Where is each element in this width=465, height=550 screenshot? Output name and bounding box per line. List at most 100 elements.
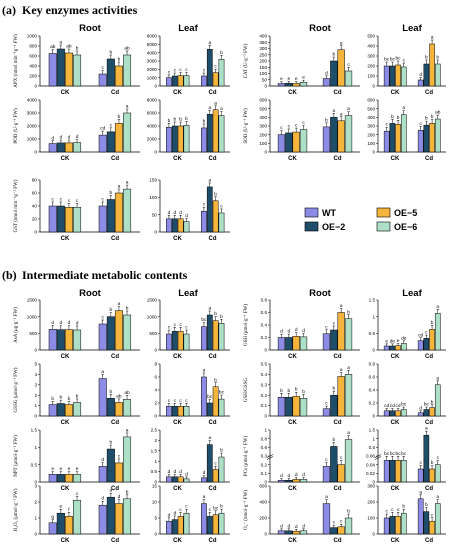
significance-label: b xyxy=(332,52,335,58)
significance-label: d xyxy=(173,469,176,475)
y-tick-label: 0 xyxy=(154,532,157,537)
bar-cd-oe-2 xyxy=(206,444,213,483)
legend-label-oe5: OE−5 xyxy=(394,208,417,218)
bar-ck-wt xyxy=(166,406,172,417)
y-tick-label: 0.2 xyxy=(369,401,376,406)
bar-cd-oe-6 xyxy=(123,112,132,153)
significance-label: b xyxy=(68,396,71,402)
y-tick-label: 1 xyxy=(372,436,375,441)
y-tick-label: 0.3 xyxy=(261,454,268,459)
bar-cd-oe-5 xyxy=(114,192,123,233)
significance-label: b xyxy=(203,118,206,124)
significance-label: d xyxy=(185,213,188,219)
significance-label: d xyxy=(51,320,54,326)
significance-label: c xyxy=(302,121,305,126)
significance-label: e xyxy=(51,467,54,472)
bar-cd-oe-5 xyxy=(337,376,345,417)
x-category-label: Cd xyxy=(425,90,433,96)
y-tick-label: 0.3 xyxy=(261,382,268,387)
bar-ck-oe-5 xyxy=(177,406,184,417)
y-tick-label: 1500 xyxy=(147,298,158,303)
y-tick-label: 0.8 xyxy=(261,436,268,441)
bar-cd-wt xyxy=(98,205,107,233)
bar-cd-oe-2 xyxy=(206,402,213,417)
bar-ck-wt xyxy=(48,474,57,483)
significance-label: d xyxy=(287,473,290,479)
bar-cd-oe-6 xyxy=(344,439,353,483)
bar-ck-oe-2 xyxy=(285,83,293,87)
bar-cd-wt xyxy=(417,412,424,417)
bar-ck-wt xyxy=(166,520,172,535)
x-category-label: Cd xyxy=(334,486,342,492)
significance-label: e xyxy=(60,467,63,472)
significance-label: c xyxy=(185,399,188,404)
bar-cd-oe-2 xyxy=(106,398,115,417)
significance-label: ab xyxy=(124,46,130,52)
x-category-label: Cd xyxy=(334,90,342,96)
significance-label: a xyxy=(208,106,211,111)
significance-label: c xyxy=(220,204,223,209)
bar-cd-oe-2 xyxy=(423,338,430,351)
significance-label: bc xyxy=(207,394,213,400)
x-category-label: CK xyxy=(391,354,400,360)
significance-label: b xyxy=(110,50,113,56)
bar-cd-oe-5 xyxy=(212,469,219,483)
significance-label: c xyxy=(431,513,434,518)
y-tick-label: 200 xyxy=(259,59,267,64)
significance-label: b xyxy=(126,306,129,312)
bar-ck-wt xyxy=(383,517,390,535)
bar-cd-wt xyxy=(98,134,107,153)
x-category-label: CK xyxy=(61,420,70,426)
bar-ck-oe-5 xyxy=(395,410,401,417)
bar-cd-oe-5 xyxy=(212,109,219,153)
section-a-label: (a) xyxy=(2,3,16,17)
bar-cd-oe-6 xyxy=(123,188,132,233)
bar-ck-wt xyxy=(48,404,57,417)
bar-ck-oe-2 xyxy=(171,519,178,535)
significance-label: d xyxy=(287,329,290,335)
significance-label: bc xyxy=(401,402,407,408)
bar-cd-oe-6 xyxy=(218,212,225,233)
significance-label: a xyxy=(203,495,206,500)
bar-cd-wt xyxy=(201,75,207,87)
significance-label: d xyxy=(173,510,176,516)
significance-label: d xyxy=(168,210,171,216)
bar-ck-oe-5 xyxy=(292,83,300,87)
bar-ck-oe-6 xyxy=(299,398,308,417)
bar-cd-oe-6 xyxy=(123,436,132,483)
bar-cd-wt xyxy=(417,340,424,351)
significance-label: c xyxy=(214,65,217,70)
y-tick-label: 0.4 xyxy=(261,323,268,328)
col-header-root-a1: Root xyxy=(79,23,101,34)
y-tick-label: 100 xyxy=(367,516,375,521)
y-tick-label: 0 xyxy=(34,532,37,537)
col-header-root-b2: Root xyxy=(309,288,331,299)
significance-label: b xyxy=(347,309,350,315)
significance-label: a xyxy=(118,185,121,190)
significance-label: b xyxy=(110,190,113,196)
significance-label: c xyxy=(325,402,328,407)
significance-label: a xyxy=(208,436,211,441)
x-category-label: Cd xyxy=(111,486,119,492)
y-tick-label: 3000 xyxy=(27,111,38,116)
y-tick-label: 3 xyxy=(34,382,37,387)
bar-cd-oe-6 xyxy=(434,503,441,535)
y-axis-label: AsA (μg·g⁻¹ FW) xyxy=(13,307,19,343)
y-tick-label: 1 xyxy=(264,428,267,433)
y-tick-label: 1 xyxy=(34,516,37,521)
bar-ck-oe-5 xyxy=(292,336,300,351)
bar-cd-oe-5 xyxy=(114,123,123,153)
significance-label: c xyxy=(203,69,206,74)
x-category-label: CK xyxy=(61,236,70,242)
y-tick-label: 0 xyxy=(154,348,157,353)
bar-cd-oe-2 xyxy=(330,394,338,417)
significance-label: bc xyxy=(390,451,396,457)
significance-label: a xyxy=(347,366,350,371)
bar-ck-oe-5 xyxy=(292,395,300,417)
bar-ck-oe-6 xyxy=(400,460,407,483)
significance-label: a xyxy=(419,490,422,495)
